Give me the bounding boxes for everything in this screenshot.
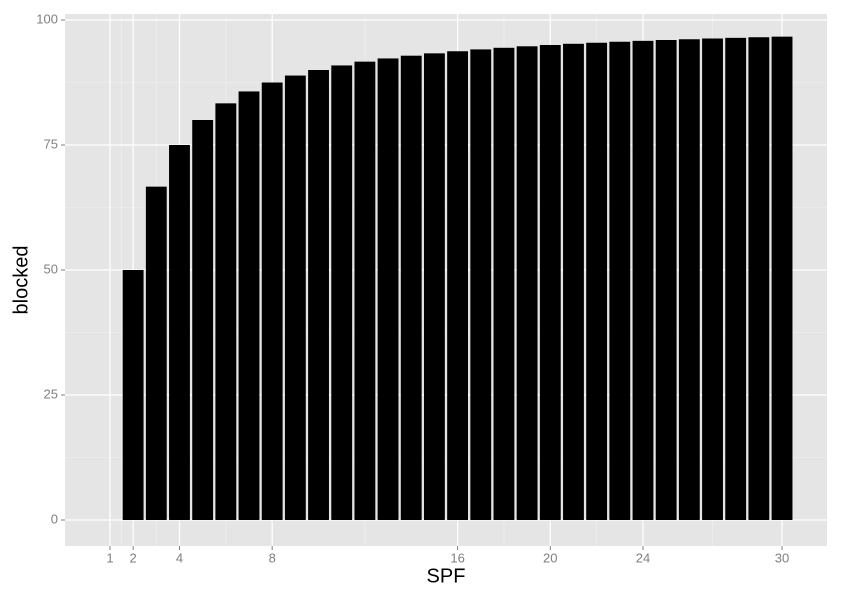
bar bbox=[516, 46, 538, 521]
bar bbox=[771, 36, 793, 521]
bar bbox=[308, 70, 329, 520]
x-tick-label: 20 bbox=[543, 550, 557, 565]
y-tick-label: 75 bbox=[44, 136, 58, 151]
bar bbox=[539, 45, 561, 520]
x-tick-label: 4 bbox=[176, 550, 183, 565]
bars bbox=[122, 36, 793, 521]
y-axis-title: blocked bbox=[10, 246, 32, 315]
bar bbox=[284, 75, 306, 521]
bar bbox=[354, 61, 376, 521]
bar bbox=[261, 82, 283, 520]
bar bbox=[145, 186, 167, 520]
bar bbox=[563, 43, 584, 521]
x-tick-label: 16 bbox=[450, 550, 464, 565]
bar bbox=[423, 53, 445, 520]
bar bbox=[655, 40, 677, 520]
bar bbox=[632, 40, 654, 520]
bar bbox=[447, 51, 469, 520]
bar bbox=[331, 65, 353, 520]
bar bbox=[493, 47, 515, 521]
bar bbox=[725, 37, 747, 520]
bar bbox=[122, 270, 144, 520]
y-tick-label: 25 bbox=[44, 386, 58, 401]
bar bbox=[586, 42, 608, 520]
y-tick-label: 100 bbox=[36, 11, 58, 26]
bar bbox=[192, 120, 214, 520]
bar bbox=[377, 58, 399, 520]
bar bbox=[238, 91, 260, 520]
x-tick-label: 30 bbox=[775, 550, 789, 565]
bar bbox=[748, 37, 770, 520]
x-tick-label: 24 bbox=[636, 550, 650, 565]
bar bbox=[702, 38, 723, 520]
x-tick-label: 2 bbox=[130, 550, 137, 565]
bar bbox=[169, 145, 190, 520]
bar bbox=[215, 103, 237, 520]
x-tick-label: 1 bbox=[106, 550, 113, 565]
bar bbox=[400, 55, 422, 520]
bar bbox=[609, 41, 631, 520]
bar bbox=[678, 39, 700, 520]
y-tick-label: 50 bbox=[44, 261, 58, 276]
x-tick-label: 8 bbox=[269, 550, 276, 565]
x-axis-title: SPF bbox=[427, 565, 466, 587]
bar bbox=[470, 49, 492, 521]
y-tick-label: 0 bbox=[51, 511, 58, 526]
